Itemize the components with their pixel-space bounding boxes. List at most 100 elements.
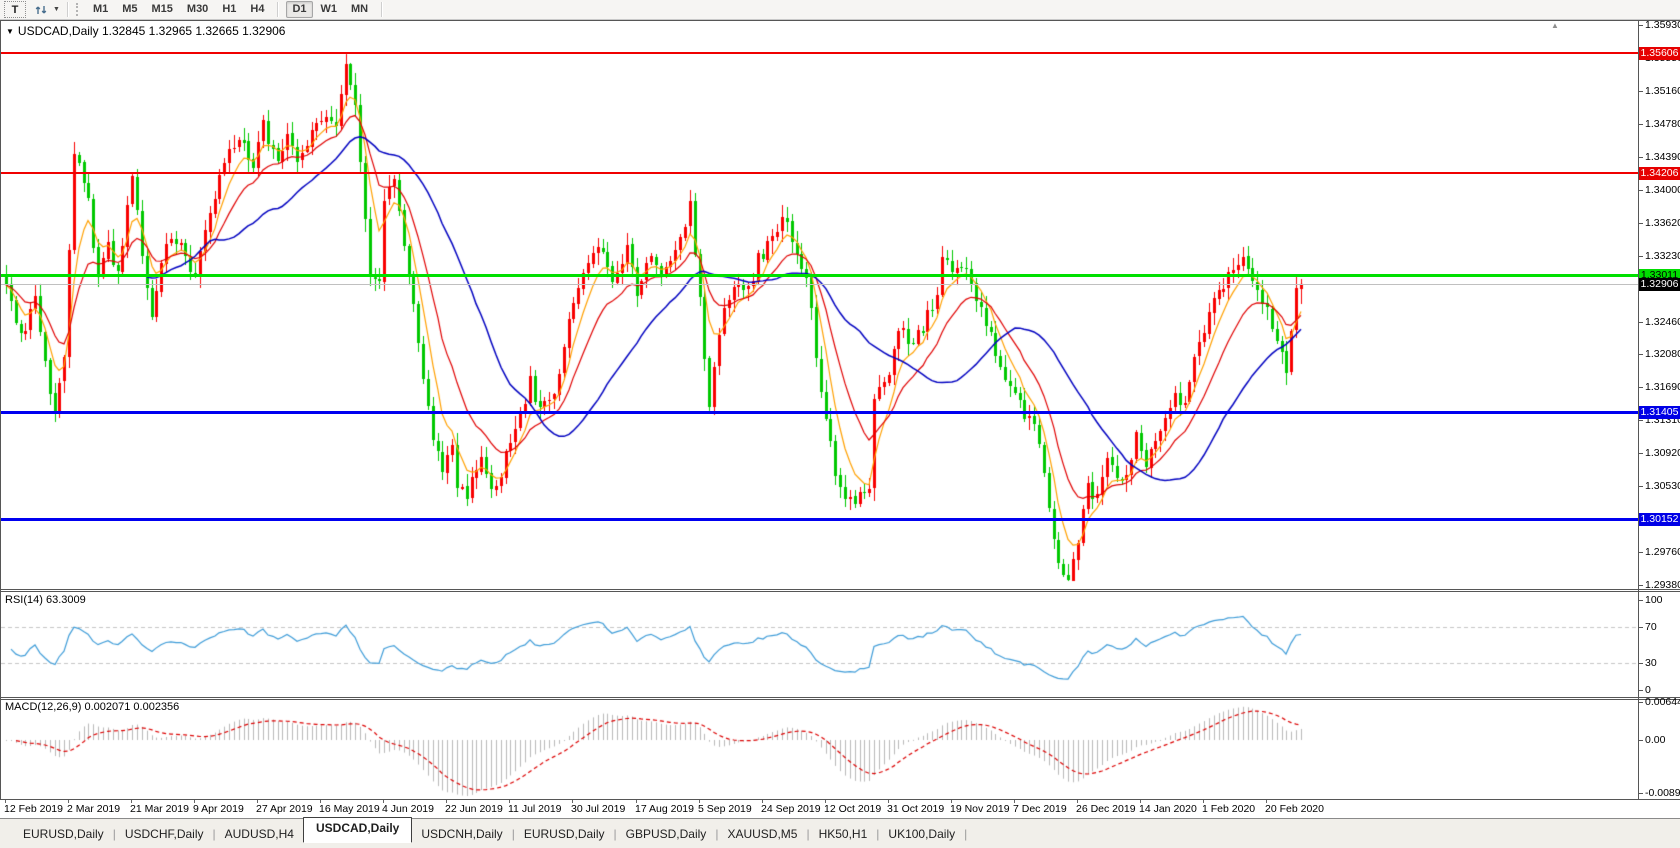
main-panel-bottom-border [0,589,1680,590]
toolbar-separator [381,2,384,17]
timeframe-button-w1[interactable]: W1 [320,3,338,15]
rsi-panel-bottom-border [0,697,1680,698]
timeframe-button-m30[interactable]: M30 [186,3,209,15]
timeframe-button-d1[interactable]: D1 [286,1,313,18]
macd-indicator-canvas[interactable] [1,700,1638,798]
date-tick-label: 5 Sep 2019 [698,803,752,815]
price-level-badge: 1.30152 [1639,513,1680,526]
price-tick-label: 1.34000 [1645,184,1680,196]
rsi-indicator-canvas[interactable] [1,592,1638,696]
date-tick-mark [825,800,826,803]
timeframe-button-m15[interactable]: M15 [151,3,173,15]
price-tick-mark [1639,552,1643,553]
horizontal-level-line[interactable] [1,274,1638,277]
macd-panel-bottom-border [0,799,1680,800]
timeframe-button-h1[interactable]: H1 [222,3,237,15]
horizontal-level-line[interactable] [1,411,1638,414]
symbol-arrows-button[interactable] [34,3,48,17]
tab-separator: | [112,826,116,841]
price-tick-label: 1.35160 [1645,85,1680,97]
horizontal-level-line[interactable] [1,52,1638,54]
price-tick-label: 1.35930 [1645,19,1680,31]
chart-tab-xauusd-m5[interactable]: XAUUSD,M5 [727,826,798,841]
chart-tab-usdchf-daily[interactable]: USDCHF,Daily [124,826,204,841]
price-tick-label: 1.34780 [1645,118,1680,130]
chart-tab-eurusd-daily[interactable]: EURUSD,Daily [23,826,104,841]
price-tick-label: 1.31690 [1645,381,1680,393]
price-tick-label: 1.31310 [1645,414,1680,426]
date-tick-label: 30 Jul 2019 [571,803,626,815]
macd-tick-mark [1639,740,1643,741]
rsi-tick-label: 100 [1645,594,1663,606]
horizontal-level-line[interactable] [1,172,1638,174]
price-tick-mark [1639,124,1643,125]
price-tick-mark [1639,420,1643,421]
date-tick-label: 17 Aug 2019 [635,803,694,815]
date-tick-label: 7 Dec 2019 [1013,803,1067,815]
tab-separator: | [964,826,968,841]
date-tick-mark [636,800,637,803]
chart-tab-usdcnh-daily[interactable]: USDCNH,Daily [421,826,503,841]
date-tick-mark [572,800,573,803]
chart-tab-audusd-h4[interactable]: AUDUSD,H4 [224,826,294,841]
toolbar-grip-handle[interactable] [75,3,80,16]
price-tick-mark [1639,585,1643,586]
date-tick-mark [1014,800,1015,803]
price-tick-label: 1.33620 [1645,217,1680,229]
date-tick-label: 12 Oct 2019 [824,803,882,815]
timeframe-button-m5[interactable]: M5 [122,3,138,15]
timeframe-button-mn[interactable]: MN [351,3,369,15]
chevron-down-icon[interactable]: ▼ [6,27,14,36]
date-tick-mark [509,800,510,803]
date-tick-label: 24 Sep 2019 [761,803,821,815]
chart-tab-gbpusd-daily[interactable]: GBPUSD,Daily [625,826,707,841]
price-tick-mark [1639,486,1643,487]
price-tick-label: 1.34390 [1645,151,1680,163]
rsi-tick-label: 0 [1645,684,1651,696]
tab-separator: | [613,826,617,841]
tab-separator: | [511,826,515,841]
toolbar-separator [66,2,69,17]
bid-price-line [1,284,1638,285]
timeframe-button-h4[interactable]: H4 [250,3,265,15]
price-tick-label: 1.33230 [1645,250,1680,262]
price-tick-label: 1.30530 [1645,480,1680,492]
double-arrow-icon [35,5,47,14]
tab-separator: | [806,826,810,841]
date-tick-label: 21 Mar 2019 [130,803,189,815]
date-tick-mark [383,800,384,803]
date-tick-label: 22 Jun 2019 [445,803,503,815]
date-tick-mark [888,800,889,803]
date-tick-label: 16 May 2019 [319,803,380,815]
chart-tab-eurusd-daily[interactable]: EURUSD,Daily [523,826,605,841]
date-tick-mark [194,800,195,803]
price-tick-mark [1639,387,1643,388]
text-tool-button[interactable]: T [4,1,26,18]
toolbar-separator [277,2,280,17]
macd-tick-label: -0.008982 [1645,787,1680,799]
date-tick-label: 31 Oct 2019 [887,803,945,815]
price-tick-mark [1639,157,1643,158]
price-tick-mark [1639,25,1643,26]
timeframe-button-m1[interactable]: M1 [92,3,109,15]
date-tick-mark [1140,800,1141,803]
chart-tab-usdcad-daily[interactable]: USDCAD,Daily [302,816,413,843]
price-tick-mark [1639,453,1643,454]
date-tick-label: 1 Feb 2020 [1202,803,1256,815]
price-tick-mark [1639,256,1643,257]
date-tick-mark [762,800,763,803]
macd-panel-top-border [0,699,1680,700]
date-tick-mark [131,800,132,803]
horizontal-level-line[interactable] [1,518,1638,521]
main-chart-canvas[interactable] [1,22,1638,588]
chart-tab-hk50-h1[interactable]: HK50,H1 [818,826,868,841]
date-tick-mark [257,800,258,803]
date-tick-mark [1077,800,1078,803]
current-price-badge: 1.32906 [1639,278,1680,291]
date-tick-label: 9 Apr 2019 [193,803,244,815]
chart-tab-uk100-daily[interactable]: UK100,Daily [888,826,956,841]
date-tick-mark [5,800,6,803]
date-tick-label: 4 Jun 2019 [382,803,434,815]
dropdown-caret-icon[interactable]: ▼ [53,6,60,13]
scroll-up-icon[interactable]: ▲ [1551,21,1559,30]
